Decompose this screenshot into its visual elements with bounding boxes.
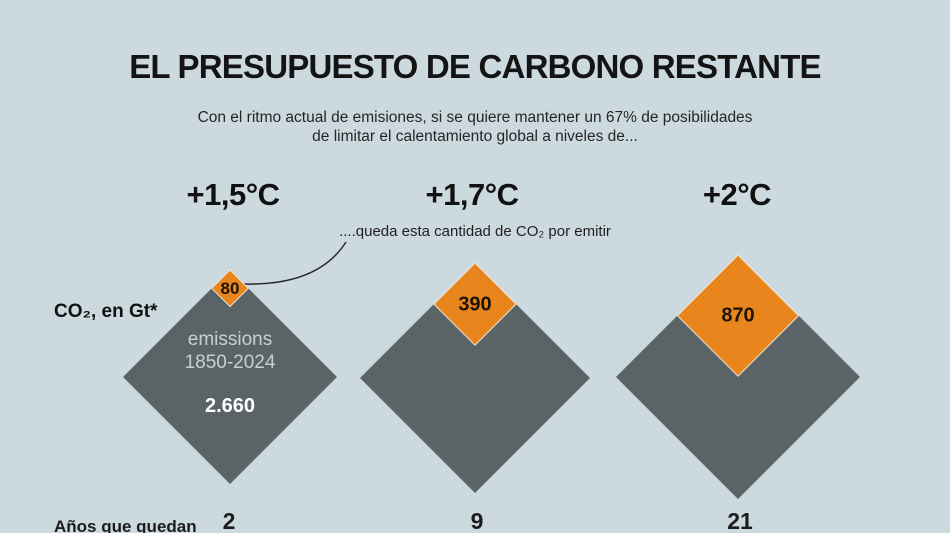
diamond-group-1-7c (360, 262, 590, 493)
years-remaining-value-2c: 21 (727, 508, 753, 533)
budget-value-2c: 870 (721, 304, 755, 327)
budget-value-1-5c: 80 (220, 279, 240, 298)
budget-diamond-1-7c (433, 262, 517, 346)
years-remaining-value-1-7c: 9 (470, 508, 484, 533)
diamond-group-1-5c (123, 269, 337, 484)
budget-diamond-2c (676, 254, 800, 377)
subtitle: Con el ritmo actual de emisiones, si se … (0, 108, 950, 146)
annotation-callout: ....queda esta cantidad de CO₂ por emiti… (339, 223, 611, 240)
subtitle-line-1: Con el ritmo actual de emisiones, si se … (197, 109, 753, 126)
co2-unit-label: CO₂, en Gt* (54, 301, 158, 322)
emissions-diamond-2c (616, 255, 860, 499)
years-remaining-value-1-5c: 2 (222, 508, 236, 533)
historical-emissions-label-line1: emissions (187, 329, 273, 350)
callout-curve (242, 241, 347, 285)
temp-label-2c: +2°C (702, 177, 772, 212)
diamond-group-2c (616, 254, 860, 499)
emissions-diamond-1-7c (360, 263, 590, 493)
temp-label-1-7c: +1,7°C (425, 177, 519, 212)
historical-emissions-value: 2.660 (204, 395, 256, 417)
budget-value-1-7c: 390 (458, 293, 492, 316)
historical-emissions-label: emissions 1850-2024 (185, 328, 276, 374)
emissions-diamond-1-5c (123, 270, 337, 484)
budget-diamond-1-5c (210, 269, 250, 308)
temp-label-1-5c: +1,5°C (186, 177, 280, 212)
years-remaining-label: Años que quedan (54, 517, 197, 533)
page-title: EL PRESUPUESTO DE CARBONO RESTANTE (129, 48, 821, 85)
historical-emissions-label-line2: 1850-2024 (184, 352, 276, 373)
subtitle-line-2: de limitar el calentamiento global a niv… (312, 128, 638, 145)
